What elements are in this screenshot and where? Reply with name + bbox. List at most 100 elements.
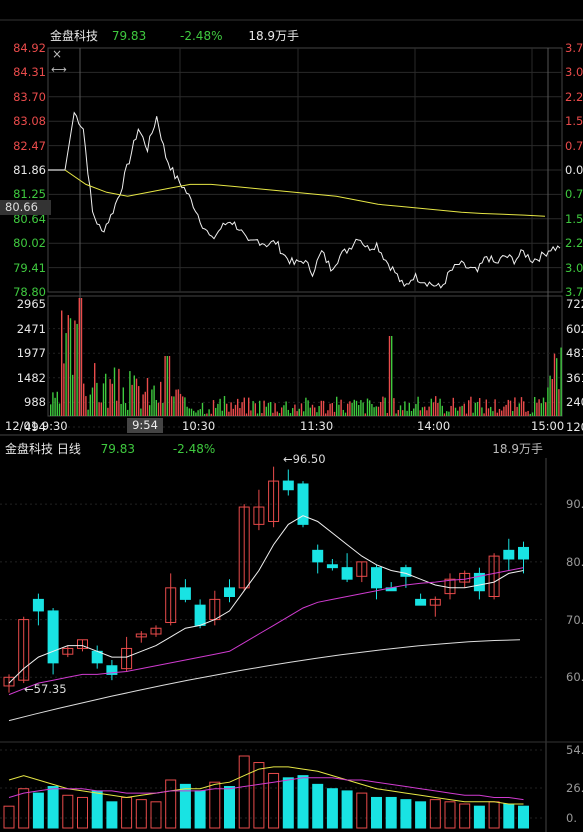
- volume-bar: [443, 413, 446, 416]
- volume-bar: [551, 379, 553, 416]
- daily-volume-bar: [503, 803, 515, 829]
- candle-body: [253, 506, 265, 525]
- volume-bar: [474, 402, 476, 416]
- close-icon[interactable]: ×: [52, 47, 63, 61]
- volume-bar: [184, 397, 186, 416]
- daily-volume-bar: [194, 790, 206, 829]
- volume-tick-left: 2471: [16, 321, 46, 336]
- volume-bar: [366, 398, 369, 416]
- volume-bar: [450, 405, 452, 416]
- volume-bar: [492, 411, 494, 416]
- candle-body: [341, 567, 353, 580]
- volume-bar: [265, 406, 267, 416]
- daily-volume-bar: [312, 783, 324, 829]
- volume-bar: [168, 356, 171, 416]
- ma-magenta-line: [8, 567, 524, 696]
- time-label: 12/01 9:30: [5, 419, 68, 433]
- volume-bar: [142, 394, 144, 416]
- volume-bar: [193, 410, 195, 416]
- volume-bar: [393, 398, 395, 416]
- volume-bar: [285, 401, 287, 416]
- volume-bar: [529, 413, 531, 416]
- volume-bar: [118, 368, 120, 416]
- volume-bar: [369, 400, 371, 416]
- volume-bar: [395, 413, 397, 416]
- volume-bar: [501, 410, 503, 416]
- avg-price-line: [64, 169, 546, 217]
- volume-bar: [465, 413, 468, 416]
- volume-bar: [215, 407, 217, 416]
- expand-horizontal-icon[interactable]: ⟷: [51, 63, 67, 76]
- volume-bar: [507, 399, 509, 416]
- volume-bar: [545, 402, 547, 416]
- volume-bar: [261, 413, 263, 416]
- volume-bar: [65, 333, 67, 416]
- volume-bar: [384, 397, 386, 416]
- volume-bar: [160, 381, 162, 416]
- volume-bar: [399, 405, 402, 416]
- volume-bar: [122, 387, 124, 416]
- volume-bar: [349, 401, 351, 416]
- volume-bar: [131, 384, 133, 416]
- volume-bar: [270, 402, 272, 416]
- volume-bar: [311, 404, 314, 416]
- time-label: 10:30: [182, 419, 216, 433]
- price-tick-left: 82.47: [13, 138, 46, 153]
- daily-volume-bar: [47, 786, 59, 829]
- volume-bar: [69, 318, 72, 416]
- daily-volume-bar: [77, 796, 88, 829]
- volume-bar: [252, 401, 254, 416]
- daily-volume-bar: [444, 801, 456, 829]
- daily-volume-bar: [429, 799, 441, 829]
- volume-tick-left: 494: [24, 420, 46, 434]
- volume-bar: [481, 407, 483, 416]
- volume-bar: [164, 356, 166, 416]
- daily-volume-bar: [62, 794, 74, 829]
- candle-body: [165, 587, 177, 623]
- daily-volume-bar: [488, 801, 500, 829]
- volume-bar: [155, 400, 157, 416]
- volume-bar: [80, 298, 83, 416]
- volume-bar: [182, 396, 184, 416]
- daily-volume-bar: [91, 790, 103, 829]
- daily-volume: 18.9万手: [492, 442, 543, 456]
- pct-tick-right: 3.7: [565, 285, 583, 299]
- volume-bar: [107, 407, 109, 416]
- volume-bar: [241, 402, 243, 416]
- volume-frame: [47, 295, 563, 417]
- volume-bar: [428, 406, 430, 416]
- volume-bar: [305, 397, 307, 416]
- volume-bar: [316, 412, 318, 416]
- volume-bar: [485, 399, 487, 416]
- daily-volume-bar: [150, 801, 162, 829]
- volume-bar: [294, 404, 296, 416]
- volume-bar: [386, 412, 388, 416]
- pct-tick-right: 2.2: [565, 236, 583, 251]
- volume-bar: [327, 410, 329, 416]
- ma-white-line: [8, 515, 524, 684]
- volume-bar: [127, 409, 129, 416]
- volume-bar: [344, 412, 347, 416]
- volume-bar: [336, 396, 338, 416]
- volume-bar: [129, 371, 131, 416]
- candle-body: [282, 480, 294, 491]
- daily-volume-bar: [371, 796, 382, 829]
- volume-bar: [116, 400, 118, 416]
- volume-bar: [243, 397, 245, 416]
- volume-bar: [188, 408, 190, 416]
- volume-bar: [364, 413, 366, 416]
- price-tick-left: 80.64: [13, 211, 46, 226]
- volume-bar: [278, 413, 281, 416]
- candle-body: [297, 483, 309, 525]
- volume-bar: [230, 402, 232, 416]
- volume-bar: [391, 336, 393, 416]
- volume-bar: [329, 403, 331, 416]
- volume-bar: [221, 410, 223, 416]
- candle-body: [121, 647, 133, 670]
- volume-tick-right: 120: [566, 420, 583, 434]
- volume-bar: [72, 374, 74, 416]
- volume-bar: [109, 379, 111, 416]
- volume-tick-right: 481: [566, 346, 583, 361]
- volume-bar: [371, 403, 373, 416]
